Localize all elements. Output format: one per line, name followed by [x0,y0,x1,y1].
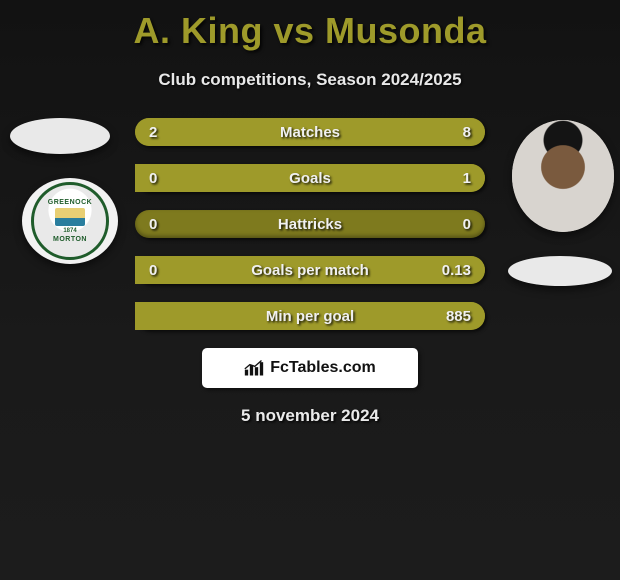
stat-value-right: 8 [463,124,471,141]
page-title: A. King vs Musonda [0,0,620,52]
stat-row: 0 Goals per match 0.13 [135,256,485,284]
stat-label: Min per goal [266,308,354,325]
stat-value-left: 0 [149,170,157,187]
stats-block: 2 Matches 8 0 Goals 1 0 Hattricks 0 0 Goals per ma… [135,118,485,330]
brand-text: FcTables.com [270,359,376,377]
stat-row: 0 Goals 1 [135,164,485,192]
player-right-photo [512,120,614,232]
stat-label: Goals [289,170,331,187]
player-right-pill [508,256,612,286]
player-left-pill [10,118,110,154]
stat-label: Matches [280,124,340,141]
bar-chart-icon [244,359,264,377]
stat-value-right: 0.13 [442,262,471,279]
stat-value-left: 2 [149,124,157,141]
page-subtitle: Club competitions, Season 2024/2025 [0,70,620,90]
club-crest-icon: GREENOCK 1874 MORTON [31,182,109,260]
player-face-icon [512,120,614,232]
comparison-infographic: A. King vs Musonda Club competitions, Se… [0,0,620,580]
stat-label: Goals per match [251,262,369,279]
crest-ship-icon [55,208,85,226]
stat-value-right: 885 [446,308,471,325]
stat-value-left: 0 [149,262,157,279]
crest-top-text: GREENOCK [48,199,92,206]
stat-row: 2 Matches 8 [135,118,485,146]
stat-row: 0 Hattricks 0 [135,210,485,238]
stat-fill-left [135,118,205,146]
stat-row: Min per goal 885 [135,302,485,330]
brand-badge: FcTables.com [202,348,418,388]
crest-bottom-text: MORTON [53,236,87,243]
stat-value-right: 0 [463,216,471,233]
stat-fill-right [205,118,485,146]
stat-label: Hattricks [278,216,342,233]
stat-value-right: 1 [463,170,471,187]
crest-year: 1874 [63,228,76,234]
stat-value-left: 0 [149,216,157,233]
footer-date: 5 november 2024 [0,406,620,426]
player-left-crest: GREENOCK 1874 MORTON [22,178,118,264]
